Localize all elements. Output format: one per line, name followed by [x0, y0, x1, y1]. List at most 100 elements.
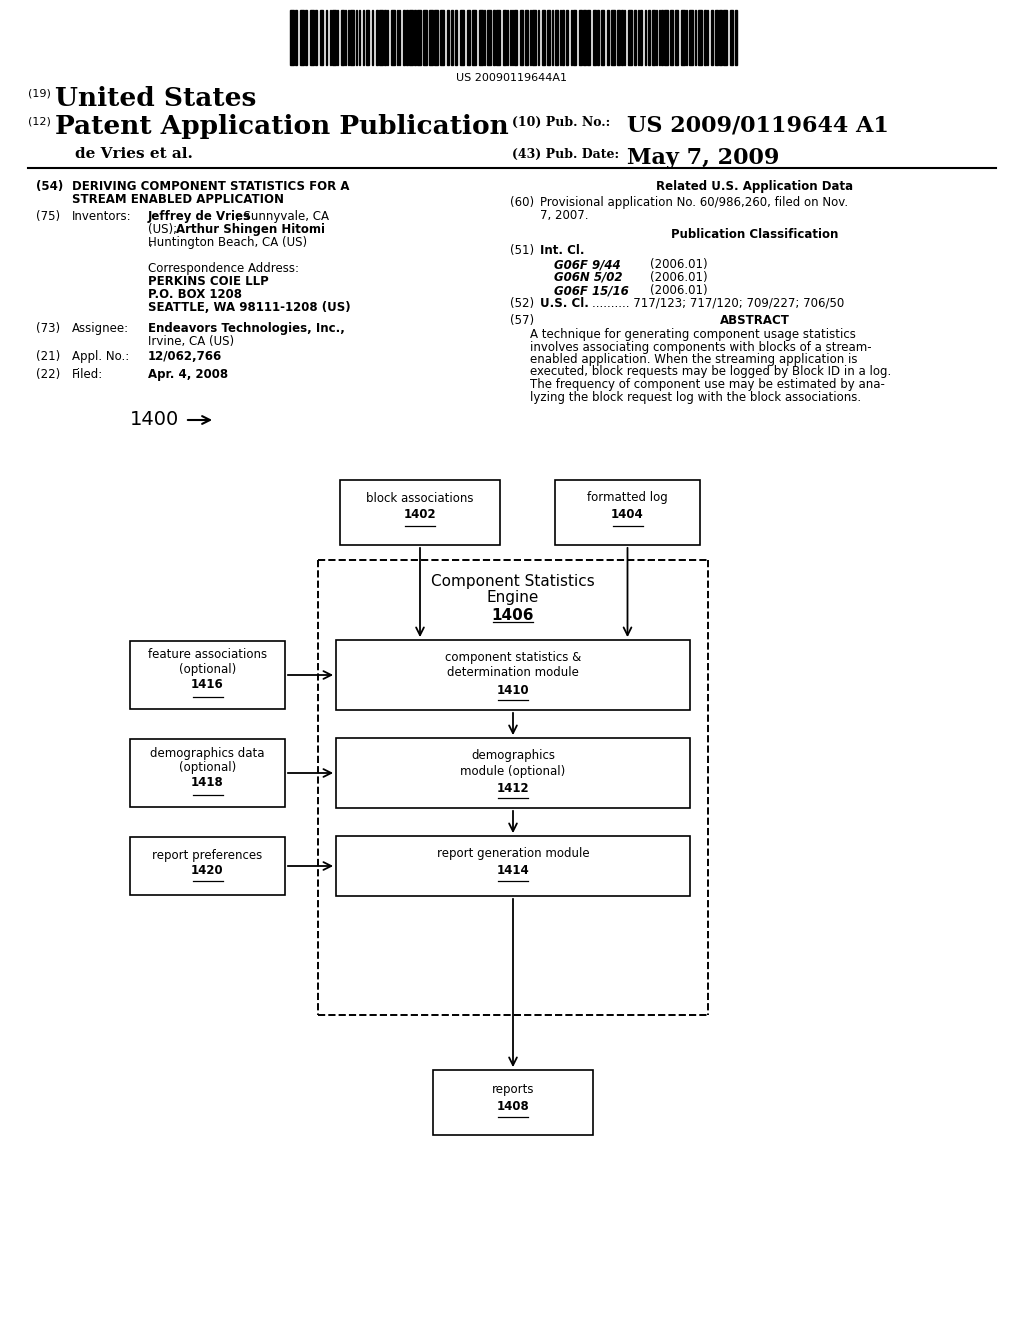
Bar	[681, 11, 685, 65]
Text: DERIVING COMPONENT STATISTICS FOR A: DERIVING COMPONENT STATISTICS FOR A	[72, 180, 349, 193]
Bar	[628, 11, 632, 65]
Text: Patent Application Publication: Patent Application Publication	[55, 114, 509, 139]
Bar	[593, 11, 596, 65]
Text: 1404: 1404	[611, 508, 644, 521]
Text: Apr. 4, 2008: Apr. 4, 2008	[148, 368, 228, 381]
Bar	[406, 11, 408, 65]
Text: 1408: 1408	[497, 1101, 529, 1114]
Text: Provisional application No. 60/986,260, filed on Nov.: Provisional application No. 60/986,260, …	[540, 195, 848, 209]
Bar	[689, 11, 693, 65]
Text: 1412: 1412	[497, 781, 529, 795]
Bar	[341, 11, 344, 65]
Text: STREAM ENABLED APPLICATION: STREAM ENABLED APPLICATION	[72, 193, 284, 206]
Text: U.S. Cl.: U.S. Cl.	[540, 297, 589, 310]
Bar	[336, 836, 690, 896]
Bar	[336, 738, 690, 808]
Bar	[332, 11, 336, 65]
Bar	[555, 480, 700, 545]
Text: (60): (60)	[510, 195, 535, 209]
Bar	[597, 11, 599, 65]
Bar	[711, 11, 713, 65]
Text: component statistics &: component statistics &	[444, 652, 582, 664]
Bar	[730, 11, 733, 65]
Text: Arthur Shingen Hitomi: Arthur Shingen Hitomi	[176, 223, 325, 236]
Bar	[583, 11, 586, 65]
Bar	[562, 11, 564, 65]
Text: (optional): (optional)	[179, 664, 237, 676]
Text: P.O. BOX 1208: P.O. BOX 1208	[148, 288, 242, 301]
Bar	[621, 11, 623, 65]
Bar	[573, 11, 575, 65]
Bar	[640, 11, 642, 65]
Text: 1410: 1410	[497, 684, 529, 697]
Text: Related U.S. Application Data: Related U.S. Application Data	[656, 180, 854, 193]
Text: Component Statistics: Component Statistics	[431, 574, 595, 589]
Text: G06F 9/44: G06F 9/44	[554, 257, 621, 271]
Bar	[607, 11, 609, 65]
Text: (12): (12)	[28, 116, 51, 125]
Text: 7, 2007.: 7, 2007.	[540, 209, 589, 222]
Bar	[566, 11, 568, 65]
Text: (optional): (optional)	[179, 762, 237, 775]
Bar	[723, 11, 727, 65]
Bar	[409, 11, 413, 65]
Text: US 20090119644A1: US 20090119644A1	[457, 73, 567, 83]
Bar	[130, 837, 285, 895]
Text: 1414: 1414	[497, 865, 529, 878]
Bar	[350, 11, 354, 65]
Bar	[300, 11, 304, 65]
Text: May 7, 2009: May 7, 2009	[627, 147, 779, 169]
Text: Engine: Engine	[486, 590, 540, 605]
Bar	[336, 640, 690, 710]
Bar	[547, 11, 550, 65]
Text: reports: reports	[492, 1084, 535, 1097]
Text: G06F 15/16: G06F 15/16	[554, 284, 629, 297]
Bar	[366, 11, 369, 65]
Text: report preferences: report preferences	[153, 849, 262, 862]
Bar	[414, 11, 416, 65]
Text: (73): (73)	[36, 322, 60, 335]
Text: (2006.01): (2006.01)	[650, 271, 708, 284]
Bar	[634, 11, 636, 65]
Text: (51): (51)	[510, 244, 535, 257]
Text: 1400: 1400	[130, 411, 179, 429]
Bar	[520, 11, 523, 65]
Bar	[403, 11, 406, 65]
Text: Correspondence Address:: Correspondence Address:	[148, 261, 299, 275]
Text: (43) Pub. Date:: (43) Pub. Date:	[512, 148, 620, 161]
Bar	[532, 11, 536, 65]
Bar	[319, 11, 323, 65]
Bar	[391, 11, 395, 65]
Bar	[479, 11, 483, 65]
Text: formatted log: formatted log	[587, 491, 668, 504]
Text: The frequency of component use may be estimated by ana-: The frequency of component use may be es…	[530, 378, 885, 391]
Text: United States: United States	[55, 86, 256, 111]
Bar	[698, 11, 702, 65]
Bar	[715, 11, 718, 65]
Text: report generation module: report generation module	[436, 847, 590, 861]
Text: Publication Classification: Publication Classification	[672, 228, 839, 242]
Text: SEATTLE, WA 98111-1208 (US): SEATTLE, WA 98111-1208 (US)	[148, 301, 350, 314]
Bar	[525, 11, 528, 65]
Text: enabled application. When the streaming application is: enabled application. When the streaming …	[530, 352, 857, 366]
Bar	[719, 11, 722, 65]
Text: (2006.01): (2006.01)	[650, 284, 708, 297]
Bar	[611, 11, 615, 65]
Bar	[664, 11, 668, 65]
Text: demographics: demographics	[471, 750, 555, 763]
Text: Jeffrey de Vries: Jeffrey de Vries	[148, 210, 251, 223]
Bar	[417, 11, 421, 65]
Bar	[503, 11, 506, 65]
Bar	[455, 11, 457, 65]
Text: (54): (54)	[36, 180, 63, 193]
Bar	[376, 11, 378, 65]
Text: (22): (22)	[36, 368, 60, 381]
Bar	[662, 11, 663, 65]
Text: (2006.01): (2006.01)	[650, 257, 708, 271]
Bar	[434, 11, 438, 65]
Text: module (optional): module (optional)	[461, 764, 565, 777]
Bar	[487, 11, 490, 65]
Text: US 2009/0119644 A1: US 2009/0119644 A1	[627, 114, 889, 136]
Text: G06N 5/02: G06N 5/02	[554, 271, 623, 284]
Bar	[447, 11, 449, 65]
